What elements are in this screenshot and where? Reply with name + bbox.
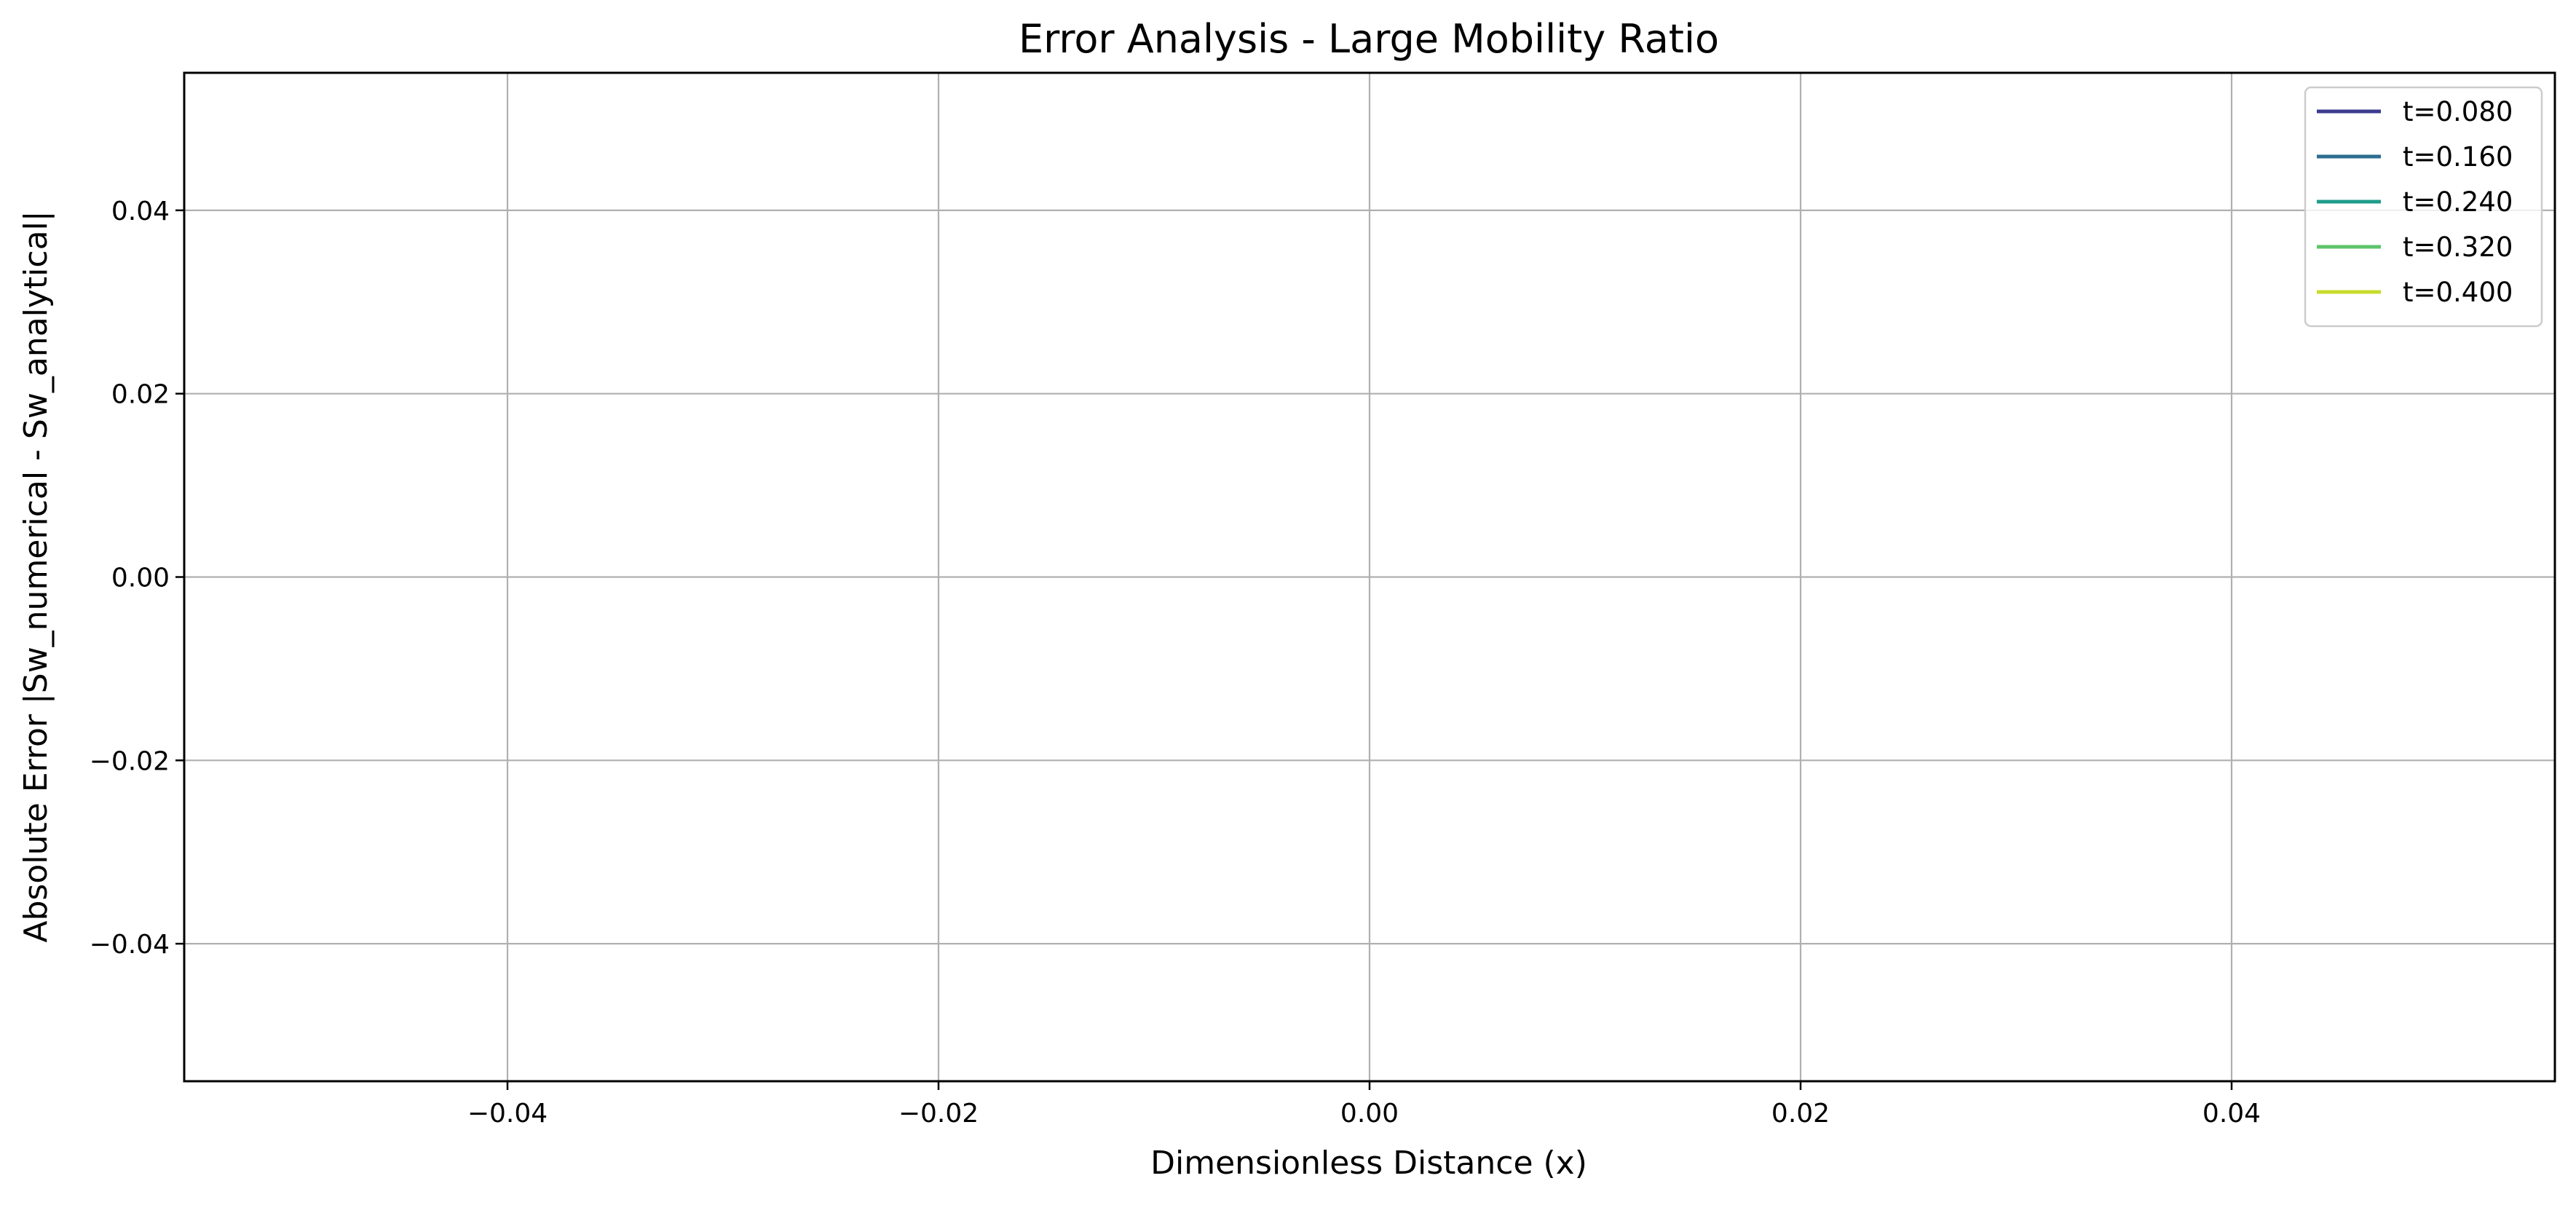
x-axis-label: Dimensionless Distance (x) [1150, 1145, 1587, 1182]
legend-label: t=0.160 [2403, 141, 2513, 173]
y-axis-ticks: 0.04 0.02 0.00 −0.02 −0.04 [90, 197, 184, 960]
legend-label: t=0.240 [2403, 186, 2513, 218]
legend-box [2304, 86, 2543, 328]
x-axis-ticks: −0.04 −0.02 0.00 0.02 0.04 [467, 1081, 2261, 1129]
y-tick-label: 0.00 [111, 564, 170, 593]
y-tick-label: 0.02 [111, 380, 170, 410]
y-tick-label: −0.04 [90, 930, 170, 960]
x-tick-label: −0.02 [898, 1099, 979, 1129]
chart-title: Error Analysis - Large Mobility Ratio [1019, 16, 1719, 62]
y-tick-label: 0.04 [111, 197, 170, 226]
x-tick-label: 0.00 [1340, 1099, 1399, 1129]
x-tick-label: 0.04 [2202, 1099, 2261, 1129]
y-tick-label: −0.02 [90, 746, 170, 776]
legend-entries: t=0.080 t=0.160 t=0.240 t=0.320 t=0.400 [2317, 96, 2513, 308]
grid [184, 73, 2555, 1081]
legend-label: t=0.400 [2403, 277, 2513, 308]
y-axis-label: Absolute Error |Sw_numerical - Sw_analyt… [17, 210, 55, 942]
legend-label: t=0.320 [2403, 232, 2513, 263]
legend-label: t=0.080 [2403, 96, 2513, 127]
x-tick-label: 0.02 [1771, 1099, 1830, 1129]
legend: t=0.080 t=0.160 t=0.240 t=0.320 t=0.400 [2304, 86, 2543, 328]
x-tick-label: −0.04 [467, 1099, 548, 1129]
